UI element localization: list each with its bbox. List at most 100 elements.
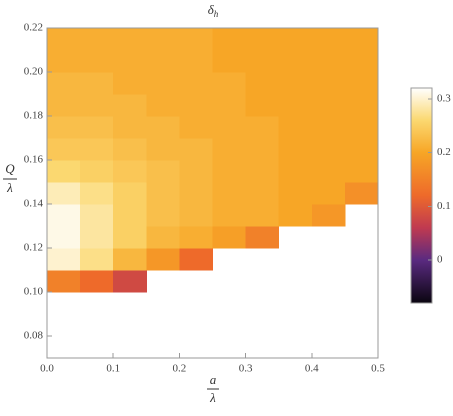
title-symbol: δ (208, 2, 215, 17)
y-tick-label: 0.12 (24, 242, 43, 254)
heatmap-cell (179, 28, 213, 51)
heatmap-cell (146, 204, 180, 227)
heatmap-cell (113, 116, 147, 139)
heatmap-cell (47, 116, 81, 139)
heatmap-cell (47, 50, 81, 73)
heatmap-cell (80, 248, 114, 271)
heatmap-cell (47, 94, 81, 117)
plot-frame (46, 27, 379, 359)
heatmap-cell (245, 28, 280, 51)
x-label-denominator: λ (209, 390, 216, 405)
heatmap-cell (47, 204, 81, 227)
heatmap-cell (344, 138, 379, 161)
heatmap-cell (344, 94, 379, 117)
y-label-denominator: λ (6, 180, 13, 195)
heatmap-cell (179, 116, 213, 139)
heatmap-cell (245, 226, 280, 249)
heatmap-cell (212, 50, 247, 73)
heatmap-cell (80, 50, 114, 73)
x-tick-label: 0.4 (305, 363, 319, 375)
heatmap-cell (179, 94, 213, 117)
heatmap-cell (113, 226, 147, 249)
y-tick-label: 0.16 (24, 154, 44, 166)
y-tick-label: 0.18 (24, 110, 44, 122)
heatmap-cell (113, 182, 147, 205)
heatmap-cell (311, 28, 346, 51)
x-label-numerator: a (210, 372, 217, 387)
heatmap-cell (311, 50, 346, 73)
heatmap-cell (80, 160, 114, 183)
heatmap-cell (278, 94, 313, 117)
heatmap-cell (47, 226, 81, 249)
colorbar-tick-label: 0.3 (437, 92, 451, 104)
heatmap-cell (113, 138, 147, 161)
heatmap-cell (278, 204, 313, 227)
heatmap-cell (278, 116, 313, 139)
heatmap-cell (113, 270, 147, 293)
heatmap-cell (179, 138, 213, 161)
heatmap-cell (278, 72, 313, 95)
x-tick-label: 0.0 (40, 363, 54, 375)
colorbar-tick-label: 0.2 (437, 146, 451, 158)
y-axis-label: Q λ (3, 161, 17, 195)
heatmap-cell (80, 226, 114, 249)
heatmap-cell (344, 160, 379, 183)
heatmap-cell (80, 72, 114, 95)
heatmap-cell (80, 182, 114, 205)
heatmap-cell (278, 182, 313, 205)
heatmap-cell (212, 28, 247, 51)
heatmap-cell (311, 204, 346, 227)
heatmap-cell (179, 248, 213, 271)
y-tick-label: 0.10 (24, 286, 44, 298)
heatmap-cell (245, 72, 280, 95)
heatmap-cell (212, 204, 247, 227)
heatmap-cell (146, 248, 180, 271)
heatmap-cell (80, 270, 114, 293)
heatmap-cell (278, 138, 313, 161)
heatmap-cell (278, 160, 313, 183)
heatmap-cell (113, 72, 147, 95)
heatmap-cell (47, 160, 81, 183)
x-tick-label: 0.1 (106, 363, 120, 375)
heatmap-cell (80, 116, 114, 139)
heatmap-cell (47, 248, 81, 271)
heatmap-cell (212, 94, 247, 117)
heatmap-cell (146, 72, 180, 95)
y-tick-label: 0.14 (24, 198, 44, 210)
heatmap-cell (47, 72, 81, 95)
heatmap-cell (179, 204, 213, 227)
heatmap-cell (245, 138, 280, 161)
heatmap (47, 28, 379, 293)
heatmap-cell (212, 116, 247, 139)
heatmap-cell (113, 204, 147, 227)
heatmap-cell (278, 28, 313, 51)
heatmap-cell (344, 116, 379, 139)
heatmap-cell (245, 204, 280, 227)
title-subscript: h (214, 9, 219, 19)
heatmap-cell (311, 160, 346, 183)
heatmap-cell (212, 160, 247, 183)
heatmap-cell (212, 182, 247, 205)
heatmap-cell (179, 72, 213, 95)
heatmap-cell (146, 94, 180, 117)
heatmap-cell (113, 248, 147, 271)
heatmap-cell (146, 226, 180, 249)
heatmap-cell (113, 94, 147, 117)
heatmap-cell (47, 270, 81, 293)
heatmap-cell (146, 28, 180, 51)
x-tick-label: 0.2 (173, 363, 187, 375)
heatmap-cell (344, 72, 379, 95)
heatmap-cell (179, 182, 213, 205)
heatmap-cell (146, 50, 180, 73)
x-axis-label: a λ (207, 372, 219, 405)
heatmap-cell (146, 182, 180, 205)
heatmap-cell (80, 204, 114, 227)
colorbar (410, 87, 433, 304)
heatmap-cell (344, 50, 379, 73)
heatmap-cell (146, 116, 180, 139)
heatmap-cell (311, 72, 346, 95)
heatmap-cell (113, 160, 147, 183)
heatmap-cell (245, 116, 280, 139)
heatmap-cell (311, 116, 346, 139)
y-tick-label: 0.08 (24, 330, 44, 342)
